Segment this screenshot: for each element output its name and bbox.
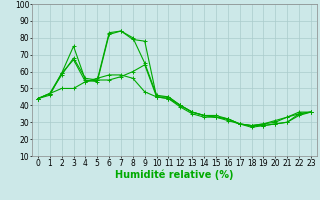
X-axis label: Humidité relative (%): Humidité relative (%): [115, 169, 234, 180]
